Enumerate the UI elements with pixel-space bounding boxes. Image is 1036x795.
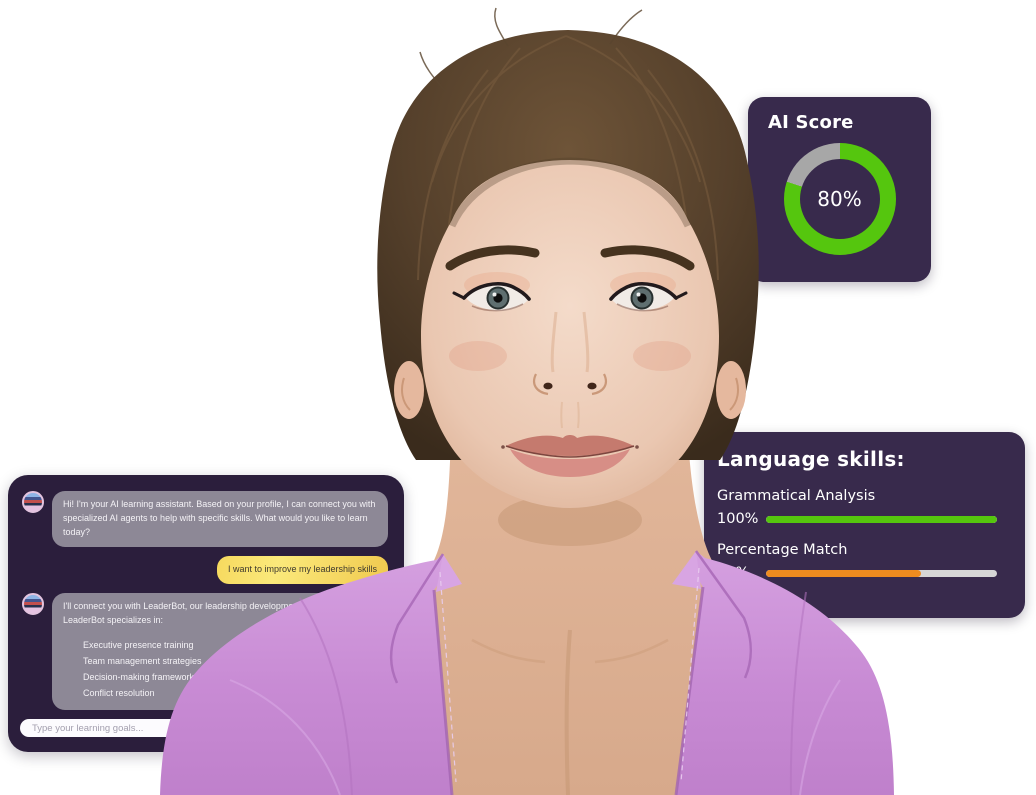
assistant-message-bubble: Hi! I'm your AI learning assistant. Base… xyxy=(52,491,388,547)
percentage-match-progress-bar xyxy=(766,569,997,577)
ai-score-value: 80% xyxy=(817,187,862,211)
language-skills-card: Language skills: Grammatical Analysis 10… xyxy=(704,432,1025,618)
list-item: Decision-making frameworks xyxy=(83,672,199,682)
skill-name: Grammatical Analysis xyxy=(717,488,876,504)
list-item: Executive presence training xyxy=(83,639,194,650)
skills-list: Executive presence training Team managem… xyxy=(83,637,377,702)
list-item: Team management strategies xyxy=(83,655,202,666)
language-skills-title: Language skills: xyxy=(717,447,905,471)
skill-value: 53% xyxy=(717,565,750,581)
skill-row: 53% xyxy=(717,565,997,581)
ai-score-card: AI Score 80% xyxy=(748,97,931,282)
skill-percentage-match: Percentage Match 53% xyxy=(717,542,997,581)
skill-row: 100% xyxy=(717,511,997,527)
assistant-message-bubble: I'll connect you with LeaderBot, our lea… xyxy=(52,592,388,711)
assistant-message-row: I'll connect you with LeaderBot, our lea… xyxy=(22,592,388,711)
chat-input[interactable] xyxy=(20,719,390,737)
ai-score-donut-chart: 80% xyxy=(783,143,896,255)
progress-bar-fill xyxy=(766,569,921,577)
ai-score-title: AI Score xyxy=(768,112,854,133)
grammatical-analysis-progress-bar xyxy=(766,515,997,523)
user-message-bubble: I want to improve my leadership skills xyxy=(216,555,388,584)
assistant-message-text: Hi! I'm your AI learning assistant. Base… xyxy=(63,499,376,537)
assistant-avatar-icon xyxy=(22,491,44,513)
list-item: Conflict resolution xyxy=(83,688,155,699)
progress-bar-fill xyxy=(766,515,997,523)
assistant-message-row: Hi! I'm your AI learning assistant. Base… xyxy=(22,491,388,547)
assistant-message-text: I'll connect you with LeaderBot, our lea… xyxy=(63,600,339,625)
user-message-row: I want to improve my leadership skills xyxy=(22,555,388,584)
skill-value: 100% xyxy=(717,511,759,527)
assistant-avatar-icon xyxy=(22,592,44,615)
skill-name: Percentage Match xyxy=(717,542,848,558)
chat-panel: Hi! I'm your AI learning assistant. Base… xyxy=(8,475,404,752)
skill-grammatical-analysis: Grammatical Analysis 100% xyxy=(717,488,997,527)
